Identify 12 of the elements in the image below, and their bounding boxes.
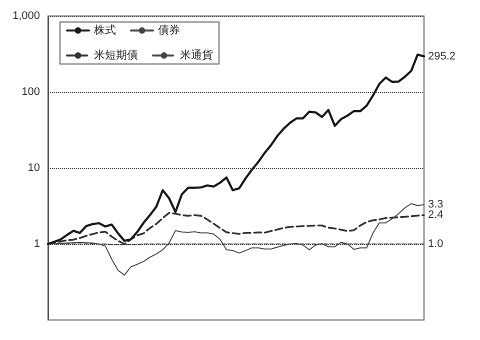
y-tick-label: 100 [22,86,40,98]
data-label: 295.2 [428,50,456,62]
data-label: 3.3 [428,198,444,211]
legend-label: 米短期債 [94,48,138,62]
y-tick-label: 10 [28,162,40,174]
y-tick-label: 1 [34,238,40,250]
legend-label: 債券 [158,24,180,36]
legend-label: 株式 [93,24,116,36]
legend-label: 米通貨 [180,48,213,62]
y-tick-label: 1,000 [12,10,40,22]
data-label: 2.4 [428,209,444,222]
data-label: 1.0 [428,238,444,250]
